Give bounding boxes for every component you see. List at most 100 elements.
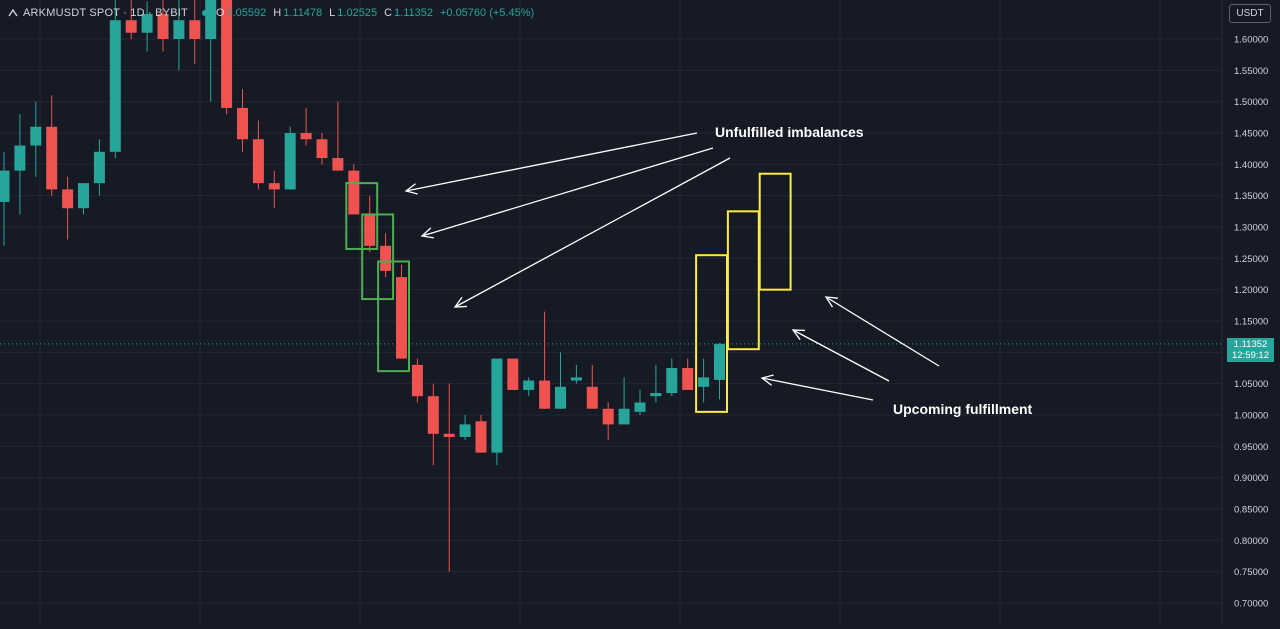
open-value: 1.05592: [226, 7, 267, 19]
candle-body: [698, 377, 710, 387]
y-tick-label: 0.90000: [1234, 473, 1268, 484]
change-value: +0.05760 (+5.45%): [439, 7, 535, 19]
currency-button[interactable]: USDT: [1229, 4, 1271, 23]
candle-body: [411, 364, 423, 397]
symbol-logo-icon: [8, 8, 18, 17]
candle-body: [30, 126, 42, 146]
y-tick-label: 1.35000: [1234, 191, 1268, 202]
candle-body: [539, 380, 551, 409]
arrow-head-icon: [824, 296, 839, 308]
candle-body: [93, 151, 105, 184]
candle-body: [650, 393, 662, 397]
y-tick-label: 0.70000: [1234, 599, 1268, 610]
close-value: 1.11352: [394, 7, 433, 19]
candle-body: [268, 183, 280, 190]
market-status-dot: [201, 10, 208, 16]
candle-body: [459, 424, 471, 437]
annotation-upcoming-fulfillment: Upcoming fulfillment: [893, 401, 1033, 417]
y-tick-label: 1.60000: [1234, 35, 1268, 46]
high-key: H: [273, 7, 282, 19]
candle-body: [714, 343, 725, 380]
y-tick-label: 1.30000: [1234, 223, 1268, 234]
arrow-head-icon: [791, 329, 806, 341]
candle-body: [634, 402, 646, 412]
arrow-head-icon: [404, 183, 418, 195]
y-tick-label: 1.40000: [1234, 160, 1268, 171]
candle-body: [586, 386, 598, 409]
arrow-head-icon: [760, 374, 774, 386]
y-tick-label: 1.15000: [1234, 317, 1268, 328]
candle-body: [284, 133, 296, 190]
candle-body: [666, 368, 678, 394]
candle-body: [364, 214, 376, 246]
candle-body: [300, 133, 312, 140]
candle-body: [125, 20, 137, 33]
annotation-arrow: [421, 147, 714, 237]
fulfillment-box: [695, 254, 728, 413]
low-key: L: [329, 7, 336, 19]
high-value: 1.11478: [283, 7, 323, 19]
candle-body: [380, 245, 392, 271]
fulfillment-box: [758, 172, 792, 291]
annotation-unfulfilled-imbalances: Unfulfilled imbalances: [715, 124, 864, 140]
candle-body: [427, 396, 439, 434]
arrow-head-icon: [453, 296, 468, 308]
last-price-value: 1.11352: [1233, 339, 1268, 350]
candle-body: [237, 107, 248, 140]
symbol-legend: ARKMUSDT SPOT · 1D · BYBIT O 1.05592 H 1…: [8, 5, 541, 21]
close-key: C: [384, 7, 393, 19]
y-tick-label: 0.95000: [1234, 442, 1268, 453]
symbol-title[interactable]: ARKMUSDT SPOT · 1D · BYBIT: [23, 7, 188, 19]
candle-body: [189, 20, 201, 39]
candle-body: [443, 433, 455, 437]
annotation-arrow: [405, 132, 698, 192]
candle-body: [316, 139, 328, 159]
candle-body: [570, 377, 582, 381]
candle-body: [523, 380, 535, 390]
candle-body: [205, 0, 217, 40]
arrow-head-icon: [420, 227, 434, 239]
imbalance-box: [377, 260, 411, 373]
fulfillment-box: [726, 210, 760, 351]
annotation-arrow: [761, 377, 874, 401]
y-tick-label: 1.00000: [1234, 411, 1268, 422]
candle-body: [491, 358, 503, 453]
candle-body: [332, 158, 344, 171]
candle-body: [157, 13, 169, 39]
candle-body: [252, 139, 264, 184]
y-tick-label: 1.25000: [1234, 254, 1268, 265]
low-value: 1.02525: [337, 7, 378, 19]
candle-body: [0, 170, 10, 202]
candle-body: [173, 20, 185, 39]
candle-body: [348, 170, 360, 215]
annotation-arrow: [825, 296, 940, 367]
candle-body: [396, 277, 407, 359]
annotation-arrow: [454, 157, 731, 308]
y-tick-label: 1.05000: [1234, 379, 1268, 390]
candle-body: [78, 183, 89, 209]
candle-body: [555, 386, 566, 409]
open-key: O: [215, 7, 225, 19]
candle-body: [682, 368, 694, 390]
candle-body: [618, 408, 630, 425]
y-tick-label: 1.50000: [1234, 97, 1268, 108]
y-tick-label: 0.80000: [1234, 536, 1268, 547]
candle-body: [602, 408, 614, 425]
candle-body: [46, 126, 58, 190]
y-tick-label: 1.55000: [1234, 66, 1268, 77]
annotation-arrow: [792, 329, 890, 382]
candle-body: [475, 421, 487, 453]
y-tick-label: 0.75000: [1234, 567, 1268, 578]
candle-body: [109, 20, 121, 152]
candle-body: [14, 145, 26, 171]
y-tick-label: 1.45000: [1234, 129, 1268, 140]
y-tick-label: 1.20000: [1234, 285, 1268, 296]
candle-body: [221, 0, 233, 108]
y-tick-label: 0.85000: [1234, 505, 1268, 516]
bar-countdown: 12:59:12: [1232, 350, 1269, 361]
candle-body: [62, 189, 74, 209]
candle-body: [141, 13, 153, 33]
last-price-label: 1.11352 12:59:12: [1227, 338, 1274, 362]
